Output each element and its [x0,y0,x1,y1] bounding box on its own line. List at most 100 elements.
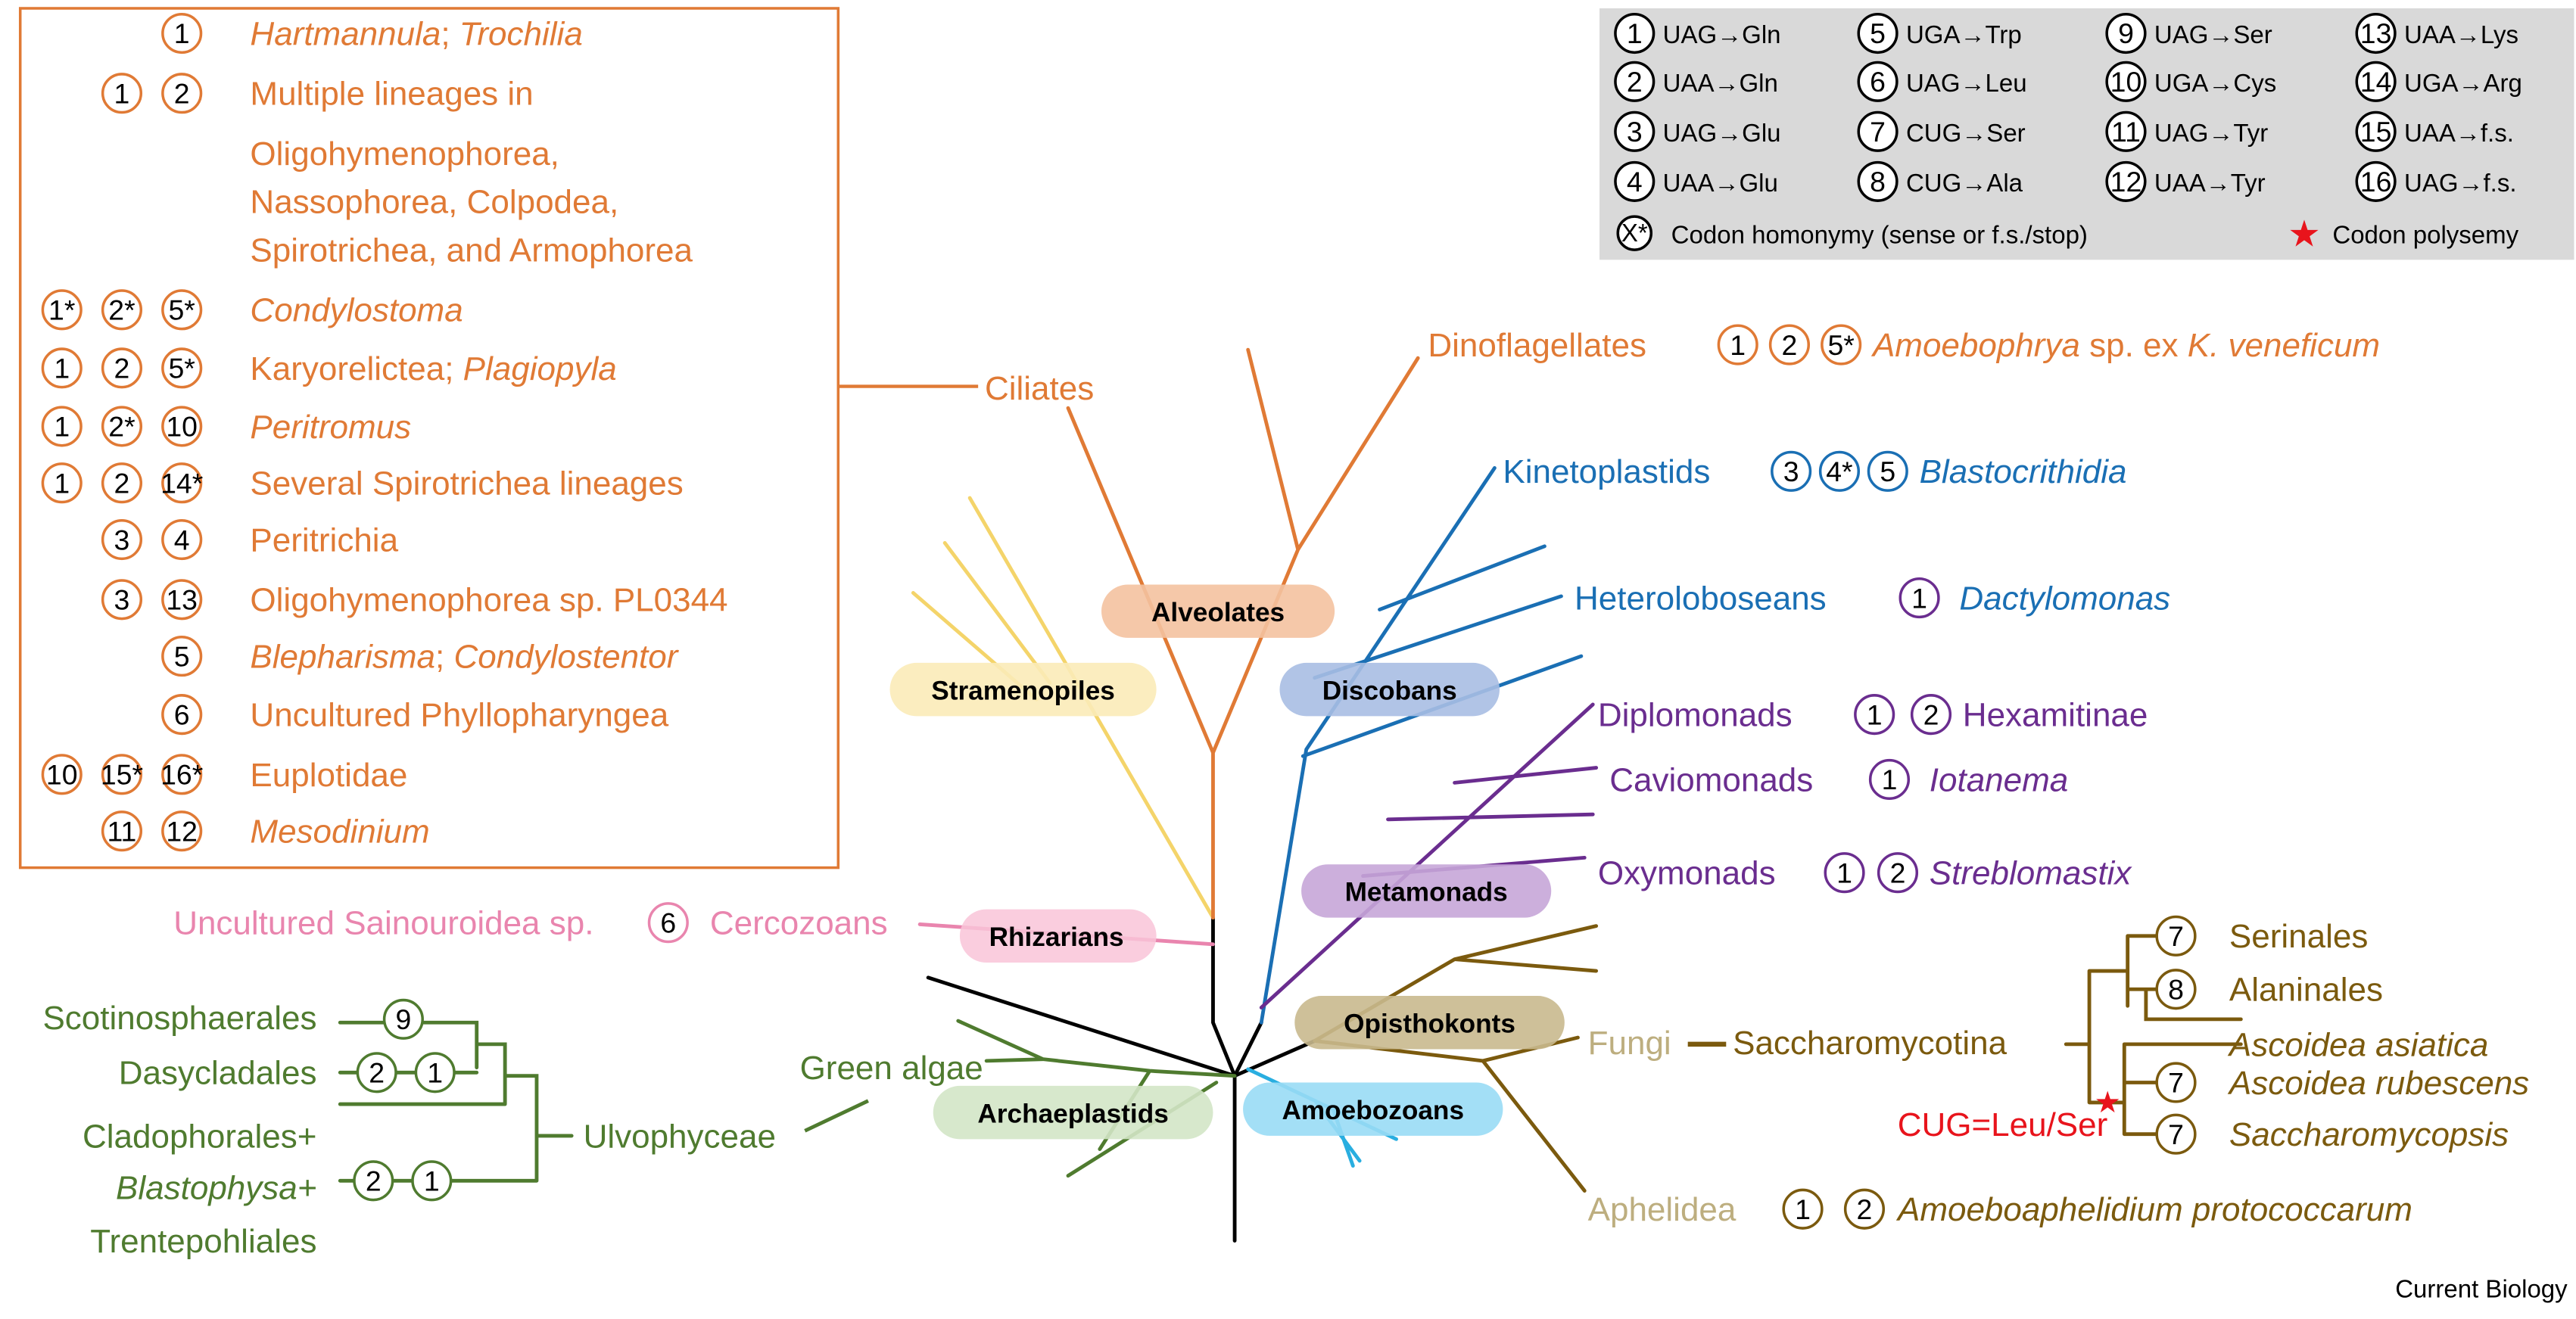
code-circles: 9 [382,998,424,1040]
code-circle: 9 [2105,12,2147,54]
code-number: 2 [114,353,130,384]
code-circle: 1 [41,347,83,389]
ciliate-taxon: Multiple lineages in [250,76,533,113]
svg-text:Streblomastix: Streblomastix [1930,855,2133,892]
clade-dinoflagellates: Dinoflagellates 1 2 5* Amoebophrya sp. ex … [1428,324,2380,366]
code-number: 11 [2111,116,2141,148]
code-number: 16* [160,759,203,791]
code-number: 2 [369,1056,385,1088]
code-circles: 8 [2155,969,2197,1010]
code-circle: 2 [353,1160,394,1202]
code-circle: 3 [1614,110,1656,152]
legend-label: UAG→f.s. [2404,169,2517,197]
legend-item: 5 UGA→Trp [1857,12,2022,54]
ciliate-row: Oligohymenophorea, [250,135,559,173]
code-number: 10 [166,411,198,443]
code-number: 12 [166,815,198,847]
code-circle: 7 [2155,915,2197,957]
svg-text:Saccharomycopsis: Saccharomycopsis [2229,1116,2509,1153]
code-number: 14* [160,467,203,499]
dinoflagellate-taxon: Amoebophrya sp. ex K. veneficum [1870,327,2380,364]
clade-fungi: Fungi Saccharomycotina 7 8 7 7 Serinales… [1588,915,2529,1155]
legend-item: 7 CUG→Ser [1857,110,2026,152]
code-circle: 7 [1857,110,1899,152]
code-number: 1 [1627,17,1643,49]
svg-text:Oxymonads: Oxymonads [1598,855,1776,892]
polysemy-star-icon: ★ [2095,1086,2122,1119]
svg-text:Cercozoans: Cercozoans [710,905,888,942]
svg-text:Heteroloboseans: Heteroloboseans [1575,580,1827,617]
svg-text:Saccharomycotina: Saccharomycotina [1733,1025,2007,1062]
code-circle: 7 [2155,1062,2197,1103]
svg-text:Metamonads: Metamonads [1345,878,1508,907]
svg-text:Ascoidea asiatica: Ascoidea asiatica [2227,1026,2488,1063]
code-circle: 5 [1857,12,1899,54]
ciliate-taxon: Oligohymenophorea, [250,135,559,173]
code-number: 2 [1890,857,1906,888]
code-number: 3 [114,524,130,555]
svg-text:Alveolates: Alveolates [1151,598,1285,627]
group-opisthokonts: Opisthokonts [1294,996,1565,1050]
ciliate-taxon: Nassophorea, Colpodea, [250,184,618,221]
code-circle: 1 [161,12,203,54]
legend-item: 3 UAG→Glu [1614,110,1781,152]
legend: 1 UAG→Gln 2 UAA→Gln 3 UAG→Glu 4 UAA→Glu 5 UGA→Trp… [1599,8,2574,260]
code-circle: 1 [1782,1188,1824,1230]
ciliate-row: 1 Hartmannula; Trochilia [161,12,583,54]
code-number: 1 [174,17,190,49]
code-circle: 1 [41,406,83,447]
code-number: 5 [1870,17,1886,49]
code-circles: 1 [1868,758,1911,801]
code-circle: 1 [101,73,143,114]
legend-item: 2 UAA→Gln [1614,61,1778,102]
svg-text:Dasycladales: Dasycladales [119,1055,317,1092]
code-circle: 16 [2355,160,2397,202]
polysemy-label: Codon polysemy [2332,220,2518,248]
code-circle: 12 [161,810,203,852]
code-circle: 4 [161,518,203,561]
group-stramenopiles: Stramenopiles [889,662,1157,717]
ciliate-row: 1* 2* 5* Condylostoma [41,289,463,331]
svg-text:Rhizarians: Rhizarians [989,922,1124,952]
ciliate-taxon: Blepharisma; Condylostentor [250,639,679,676]
ciliate-row: 3 4 Peritrichia [101,518,399,561]
ciliate-row: 1 2 5* Karyorelictea; Plagiopyla [41,347,617,389]
code-number: 14 [2360,66,2392,98]
legend-label: UAA→f.s. [2404,119,2514,147]
code-circle: 5 [161,636,203,677]
legend-item: 12 UAA→Tyr [2105,160,2266,202]
code-number: 10 [46,759,78,791]
svg-text:Kinetoplastids: Kinetoplastids [1503,453,1710,490]
code-number: 9 [395,1003,411,1035]
legend-label: UAG→Leu [1906,69,2027,97]
svg-text:Archaeplastids: Archaeplastids [977,1099,1168,1128]
code-circle: 1 [1868,758,1911,801]
code-number: 7 [1870,116,1886,148]
code-circle: 10 [161,406,203,447]
code-number: 3 [1627,116,1643,148]
ciliate-taxon: Mesodinium [250,813,429,851]
code-circle: 14 [2355,61,2397,102]
svg-text:Diplomonads: Diplomonads [1598,697,1793,734]
code-number: 16 [2360,166,2392,198]
svg-text:Amoeboaphelidium protococcarum: Amoeboaphelidium protococcarum [1895,1191,2412,1228]
code-number: 5 [1880,456,1895,487]
code-circle: 8 [1857,160,1899,202]
homonymy-label: Codon homonymy (sense or f.s./stop) [1671,220,2088,248]
legend-item: 8 CUG→Ala [1857,160,2023,202]
legend-item: 4 UAA→Glu [1614,160,1778,202]
code-number: 2* [108,294,135,326]
ciliate-taxon: Peritrichia [250,521,398,558]
code-circle: 10 [2105,61,2147,102]
code-circle: 1 [414,1052,456,1093]
legend-item: 13 UAA→Lys [2355,12,2518,54]
code-number: 13 [2360,17,2392,49]
code-number: 1 [54,467,70,499]
legend-item: 1 UAG→Gln [1614,12,1781,54]
code-number: 10 [2110,66,2142,98]
